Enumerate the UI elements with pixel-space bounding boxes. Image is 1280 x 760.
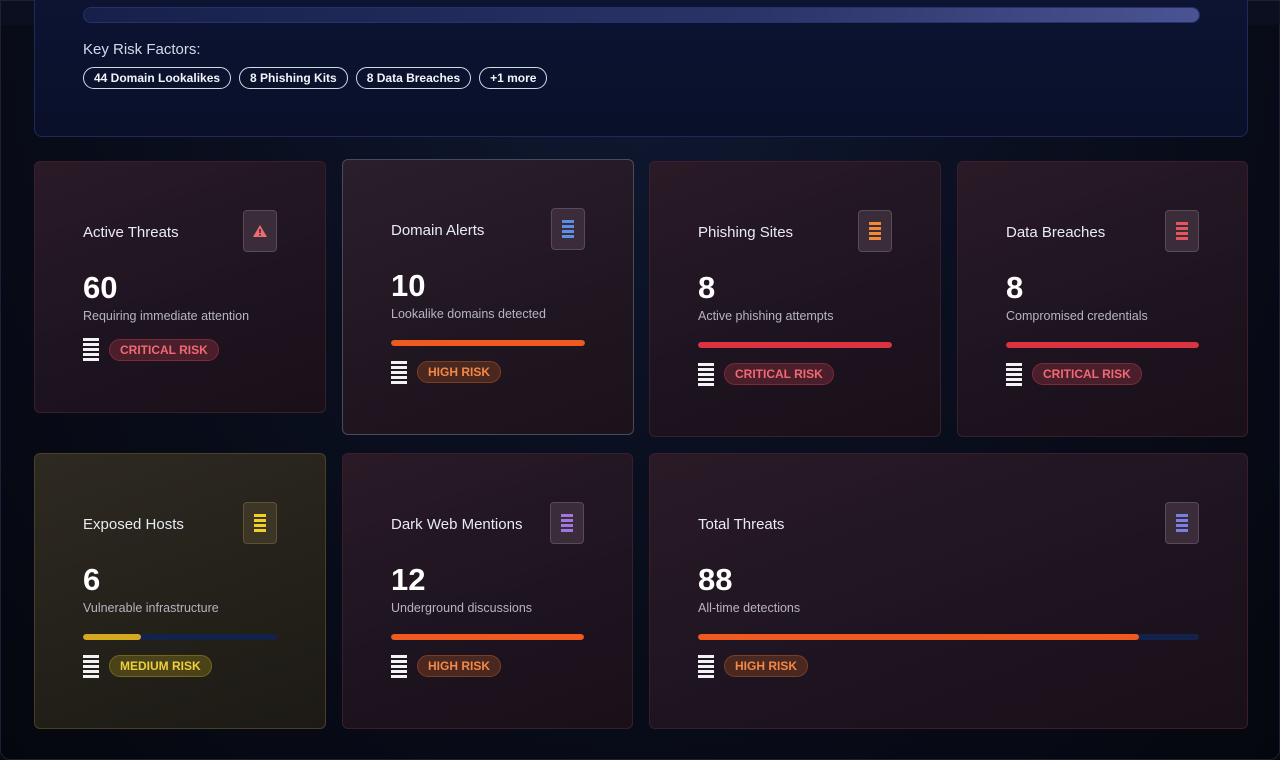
card-title: Exposed Hosts — [83, 516, 184, 533]
card-description: Underground discussions — [391, 601, 533, 615]
card-total-threats[interactable]: Total Threats 88 All-time detections HIG… — [649, 453, 1248, 729]
list-stack-icon — [391, 655, 407, 678]
card-title: Phishing Sites — [698, 224, 794, 241]
card-title: Total Threats — [698, 516, 785, 533]
list-stack-icon — [1006, 363, 1022, 386]
chip-more[interactable]: +1 more — [479, 67, 548, 89]
risk-badge: HIGH RISK — [724, 655, 809, 677]
risk-progress-bar — [1006, 342, 1199, 348]
risk-badge: CRITICAL RISK — [109, 339, 219, 361]
risk-factor-chips: 44 Domain Lookalikes 8 Phishing Kits 8 D… — [83, 67, 548, 89]
risk-badge: HIGH RISK — [417, 361, 502, 383]
risk-badge: CRITICAL RISK — [1032, 363, 1142, 385]
database-icon — [1165, 502, 1199, 544]
list-stack-icon — [391, 361, 407, 384]
database-icon — [858, 210, 892, 252]
risk-progress-fill — [391, 340, 585, 346]
risk-summary-panel: Key Risk Factors: 44 Domain Lookalikes 8… — [34, 0, 1248, 137]
card-value: 8 — [698, 270, 716, 305]
risk-badge: MEDIUM RISK — [109, 655, 212, 677]
risk-progress-bar — [391, 634, 584, 640]
database-icon — [550, 502, 584, 544]
card-domain-alerts[interactable]: Domain Alerts 10 Lookalike domains detec… — [342, 159, 634, 435]
warning-triangle-icon — [243, 210, 277, 252]
risk-progress-fill — [391, 634, 584, 640]
risk-progress-fill — [698, 342, 892, 348]
list-stack-icon — [83, 338, 99, 361]
chip-phishing-kits[interactable]: 8 Phishing Kits — [239, 67, 348, 89]
risk-progress-bar — [698, 634, 1199, 640]
database-icon — [551, 208, 585, 250]
risk-progress-bar — [83, 634, 277, 640]
risk-progress-fill — [83, 634, 142, 640]
card-active-threats[interactable]: Active Threats 60 Requiring immediate at… — [34, 161, 326, 413]
risk-progress-bar — [698, 342, 892, 348]
card-dark-web-mentions[interactable]: Dark Web Mentions 12 Underground discuss… — [342, 453, 633, 729]
key-risk-factors-label: Key Risk Factors: — [83, 41, 201, 58]
risk-badge: CRITICAL RISK — [724, 363, 834, 385]
list-stack-icon — [698, 655, 714, 678]
database-icon — [1165, 210, 1199, 252]
card-value: 60 — [83, 270, 118, 305]
risk-progress-fill — [698, 634, 1139, 640]
card-phishing-sites[interactable]: Phishing Sites 8 Active phishing attempt… — [649, 161, 941, 437]
card-description: Active phishing attempts — [698, 309, 834, 323]
card-value: 10 — [391, 268, 426, 303]
card-value: 8 — [1006, 270, 1024, 305]
list-stack-icon — [698, 363, 714, 386]
card-value: 88 — [698, 562, 733, 597]
card-description: Lookalike domains detected — [391, 307, 546, 321]
card-description: Compromised credentials — [1006, 309, 1148, 323]
list-stack-icon — [83, 655, 99, 678]
risk-progress-fill — [1006, 342, 1199, 348]
card-exposed-hosts[interactable]: Exposed Hosts 6 Vulnerable infrastructur… — [34, 453, 326, 729]
card-value: 6 — [83, 562, 101, 597]
database-icon — [243, 502, 277, 544]
chip-domain-lookalikes[interactable]: 44 Domain Lookalikes — [83, 67, 232, 89]
card-description: Requiring immediate attention — [83, 309, 250, 323]
risk-badge: HIGH RISK — [417, 655, 502, 677]
chip-data-breaches[interactable]: 8 Data Breaches — [355, 67, 472, 89]
card-title: Dark Web Mentions — [391, 516, 523, 533]
card-data-breaches[interactable]: Data Breaches 8 Compromised credentials … — [957, 161, 1248, 437]
risk-progress-bar — [391, 340, 585, 346]
card-title: Active Threats — [83, 224, 179, 241]
card-description: All-time detections — [698, 601, 801, 615]
card-value: 12 — [391, 562, 426, 597]
overall-risk-bar — [83, 7, 1200, 23]
overall-risk-bar-fill — [84, 8, 1199, 22]
card-title: Data Breaches — [1006, 224, 1106, 241]
card-description: Vulnerable infrastructure — [83, 601, 219, 615]
card-title: Domain Alerts — [391, 222, 485, 239]
